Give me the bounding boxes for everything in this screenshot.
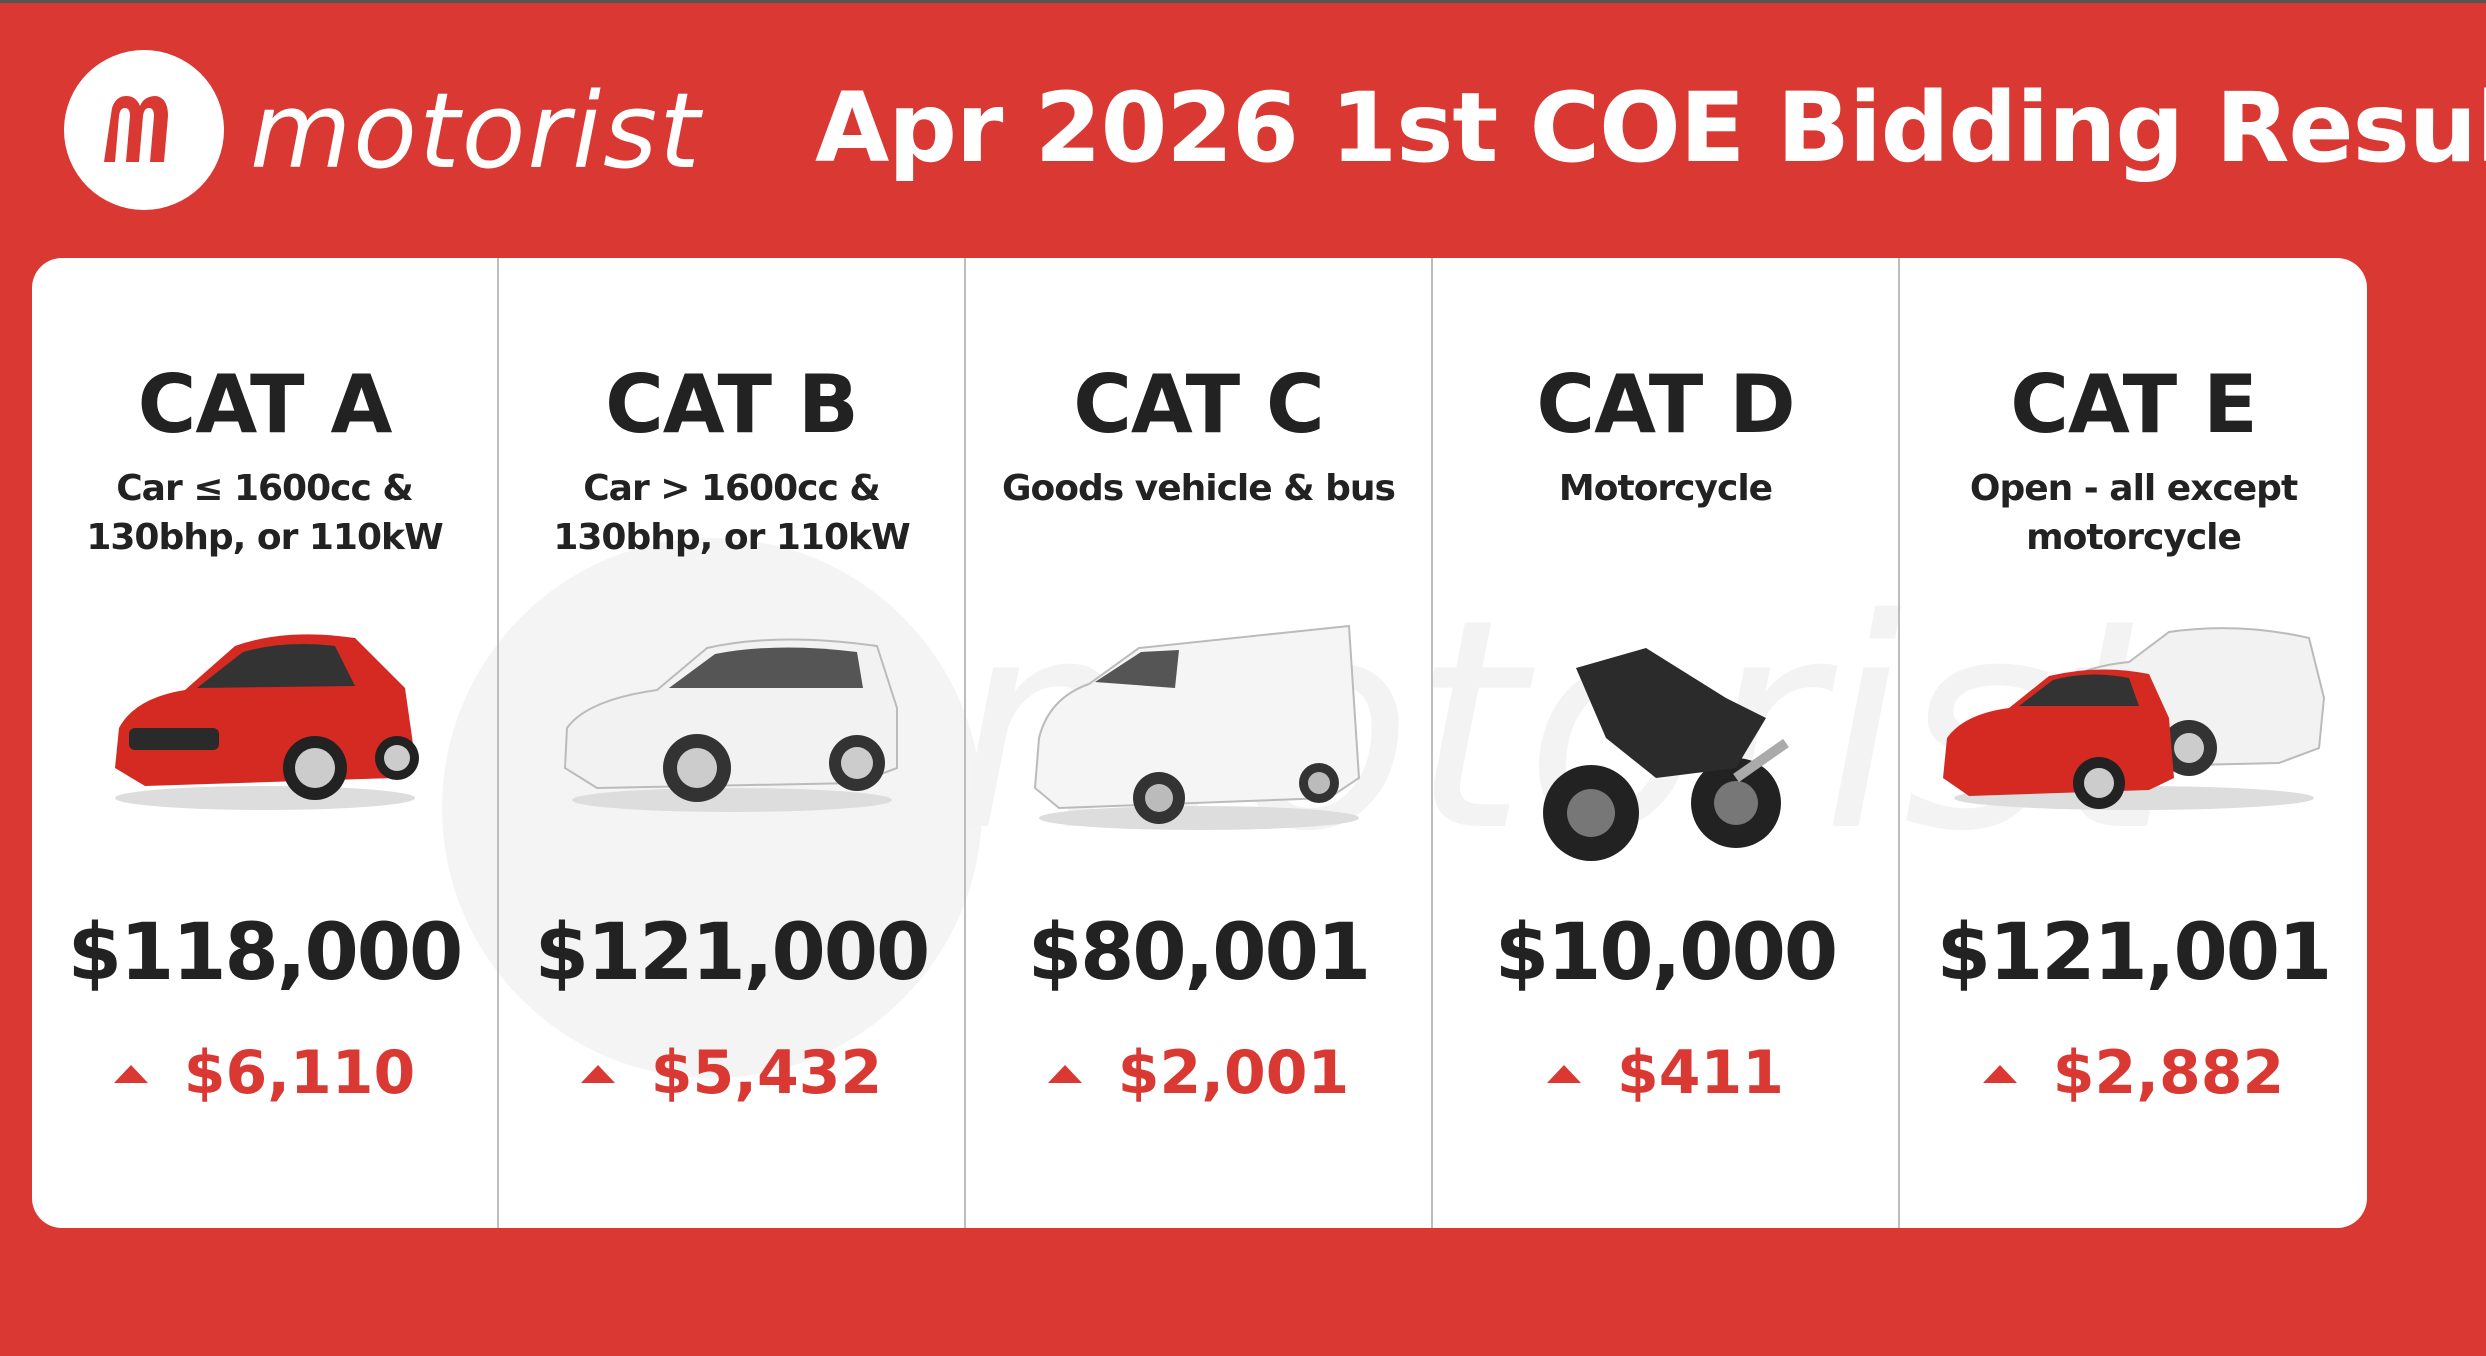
category-name: CAT D bbox=[1536, 358, 1795, 451]
category-description: Car > 1600cc & 130bhp, or 110kW bbox=[553, 468, 910, 558]
change-value: $5,432 bbox=[650, 1038, 883, 1108]
category-description: Motorcycle bbox=[1558, 468, 1773, 509]
category-name: CAT E bbox=[2010, 358, 2257, 451]
change-value: $2,882 bbox=[2052, 1038, 2285, 1108]
premium-value: $118,000 bbox=[67, 908, 464, 998]
white-suv-icon bbox=[563, 638, 898, 812]
red-car-and-white-suv-icon bbox=[1942, 627, 2325, 810]
premium-change: $2,001 bbox=[966, 1038, 1431, 1108]
category-name: CAT B bbox=[605, 358, 859, 451]
category-cat-b: CAT B Car > 1600cc & 130bhp, or 110kW $1… bbox=[499, 258, 966, 1228]
red-hatchback-icon bbox=[114, 634, 419, 810]
category-cat-a: CAT A Car ≤ 1600cc & 130bhp, or 110kW $1… bbox=[32, 258, 499, 1228]
arrow-up-icon bbox=[1982, 1065, 2017, 1083]
white-van-icon bbox=[1033, 624, 1360, 830]
premium-change: $5,432 bbox=[499, 1038, 964, 1108]
black-motorcycle-icon bbox=[1542, 648, 1789, 861]
category-description: Goods vehicle & bus bbox=[1002, 468, 1396, 509]
arrow-up-icon bbox=[580, 1065, 615, 1083]
change-value: $2,001 bbox=[1117, 1038, 1350, 1108]
category-cat-d: CAT D Motorcycle $10,000 $411 bbox=[1433, 258, 1900, 1228]
category-cat-c: CAT C Goods vehicle & bus $80,001 $2,001 bbox=[966, 258, 1433, 1228]
category-description: Car ≤ 1600cc & 130bhp, or 110kW bbox=[86, 468, 443, 558]
premium-value: $10,000 bbox=[1494, 908, 1838, 998]
premium-change: $411 bbox=[1433, 1038, 1898, 1108]
premium-value: $80,001 bbox=[1027, 908, 1371, 998]
arrow-up-icon bbox=[1047, 1065, 1082, 1083]
category-name: CAT C bbox=[1073, 358, 1325, 451]
change-value: $411 bbox=[1617, 1038, 1784, 1108]
change-value: $6,110 bbox=[183, 1038, 416, 1108]
brand-wordmark: motorist bbox=[250, 70, 702, 192]
top-border bbox=[0, 0, 2486, 3]
premium-change: $2,882 bbox=[1900, 1038, 2367, 1108]
page-title: Apr 2026 1st COE Bidding Results bbox=[815, 72, 2486, 184]
arrow-up-icon bbox=[113, 1065, 148, 1083]
results-card: motorist CAT A Car ≤ 1600cc & 130bhp, or… bbox=[32, 258, 2367, 1228]
category-cat-e: CAT E Open - all except motorcycle $121,… bbox=[1900, 258, 2367, 1228]
premium-value: $121,001 bbox=[1936, 908, 2333, 998]
arrow-up-icon bbox=[1547, 1065, 1581, 1083]
category-description: Open - all except motorcycle bbox=[1969, 468, 2298, 558]
category-name: CAT A bbox=[137, 358, 393, 451]
premium-change: $6,110 bbox=[32, 1038, 497, 1108]
motorist-logo-icon bbox=[64, 50, 224, 210]
premium-value: $121,000 bbox=[534, 908, 931, 998]
